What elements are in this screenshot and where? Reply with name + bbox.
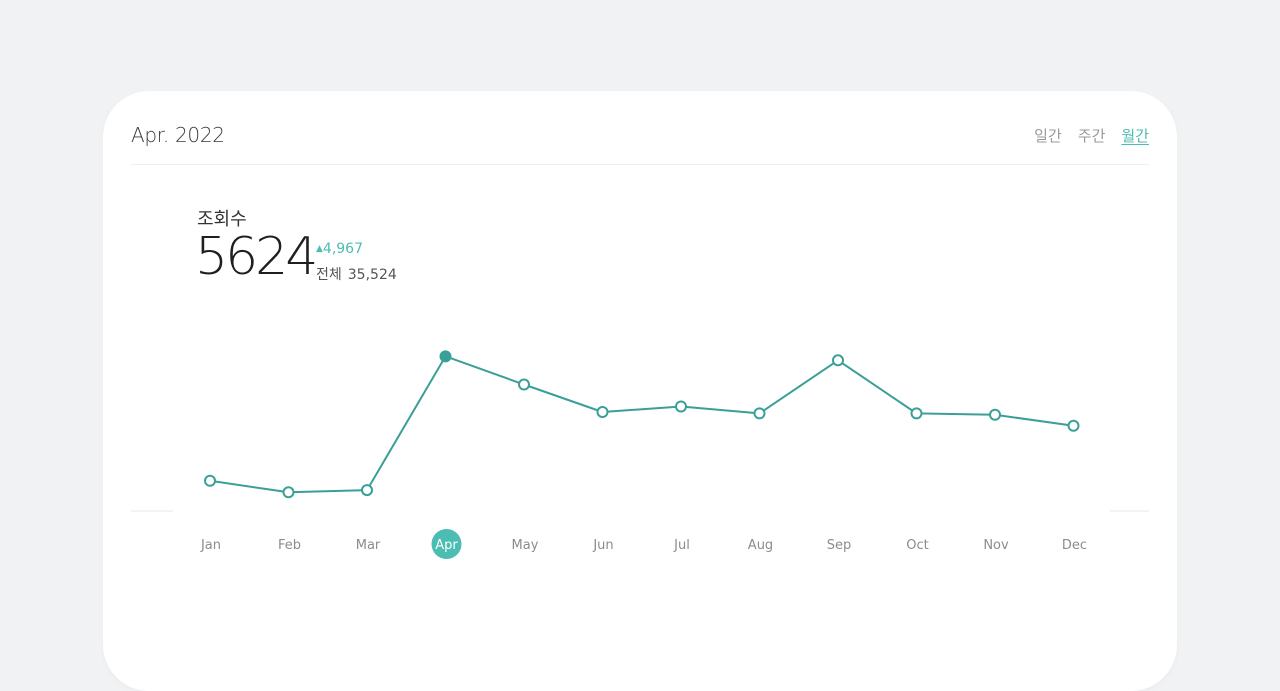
data-point-dec[interactable] xyxy=(1067,419,1080,432)
x-tick-label-jul[interactable]: Jul xyxy=(673,538,690,553)
metric-change: ▲4,967 xyxy=(316,241,363,257)
data-point-jul[interactable] xyxy=(675,400,687,413)
metric-change-value: 4,967 xyxy=(322,241,364,257)
metric-total-value: 35,524 xyxy=(347,267,397,283)
metric-value: 5624 xyxy=(195,227,318,287)
x-tick-label-nov[interactable]: Nov xyxy=(983,538,1009,553)
active-month-highlight xyxy=(431,529,462,559)
monthly-line-chart: Jan Feb Mar Apr May Jun Jul Aug Sep Oct Nov Dec xyxy=(131,350,1149,559)
x-tick-label-dec[interactable]: Dec xyxy=(1062,538,1087,553)
data-point-feb[interactable] xyxy=(282,486,295,499)
x-tick-label-mar[interactable]: Mar xyxy=(356,538,381,553)
data-point-jan[interactable] xyxy=(204,474,216,487)
x-tick-label-oct[interactable]: Oct xyxy=(906,538,928,553)
tab-daily[interactable]: 일간 xyxy=(1034,127,1062,145)
date-label: Apr. 2022 xyxy=(131,123,225,147)
x-tick-label-may[interactable]: May xyxy=(512,538,539,553)
x-tick-label-jan[interactable]: Jan xyxy=(200,538,221,553)
x-tick-label-feb[interactable]: Feb xyxy=(278,538,301,553)
x-tick-label-aug[interactable]: Aug xyxy=(748,538,773,553)
data-point-apr[interactable] xyxy=(439,350,452,363)
period-tabs: 일간 주간 월간 xyxy=(1034,125,1149,146)
triangle-up-icon: ▲ xyxy=(316,244,323,254)
data-point-nov[interactable] xyxy=(989,408,1001,421)
card-header: Apr. 2022 일간 주간 월간 xyxy=(131,91,1149,165)
metric-label: 조회수 xyxy=(197,209,247,230)
series-line xyxy=(209,355,1074,494)
x-tick-label-apr[interactable]: Apr xyxy=(435,538,458,553)
x-tick-label-sep[interactable]: Sep xyxy=(827,538,852,553)
data-point-may[interactable] xyxy=(518,378,530,391)
data-point-sep[interactable] xyxy=(832,354,844,367)
tab-monthly[interactable]: 월간 xyxy=(1121,127,1149,145)
stats-card: Apr. 2022 일간 주간 월간 조회수 5624 ▲4,967 전체 35,… xyxy=(103,91,1177,691)
metric-total: 전체 35,524 xyxy=(316,264,397,284)
data-point-jun[interactable] xyxy=(596,406,609,418)
tab-weekly[interactable]: 주간 xyxy=(1077,127,1106,145)
metric-total-label: 전체 xyxy=(316,267,342,283)
data-point-oct[interactable] xyxy=(910,407,923,420)
data-point-aug[interactable] xyxy=(753,407,766,420)
data-point-mar[interactable] xyxy=(361,484,373,497)
x-tick-label-jun[interactable]: Jun xyxy=(592,538,613,553)
